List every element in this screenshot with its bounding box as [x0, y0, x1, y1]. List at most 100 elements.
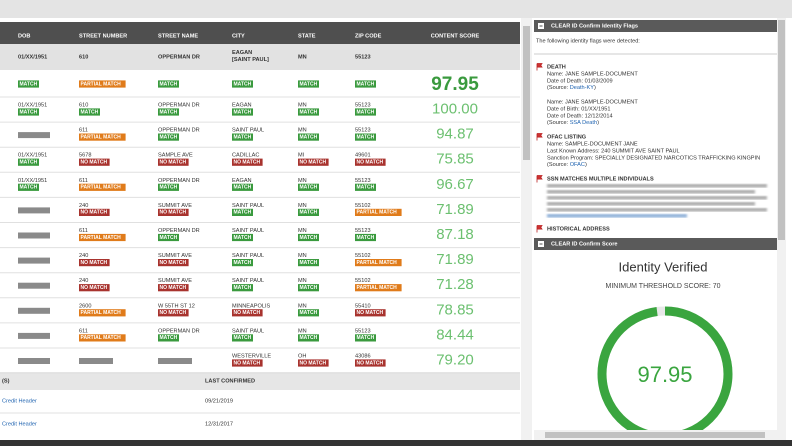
input-value: 610: [79, 54, 88, 60]
badge: [79, 108, 100, 116]
panel-title: CLEAR ID Confirm Identity Flags: [551, 23, 638, 29]
blurred-text: [547, 202, 755, 206]
content-score: 71.28: [436, 276, 474, 293]
scroll-thumb[interactable]: [545, 432, 765, 438]
badge-label: NO MATCH: [357, 160, 384, 166]
badge-label: MATCH: [300, 310, 318, 316]
scroll-thumb[interactable]: [778, 20, 785, 240]
gauge-arc: [597, 306, 733, 430]
badge-label: PARTIAL MATCH: [81, 134, 122, 140]
flag-title: OFAC LISTING: [547, 134, 586, 140]
cell-value: 55123: [355, 228, 371, 234]
content-score: 87.18: [436, 226, 474, 243]
cell-value: SAINT PAUL: [232, 128, 264, 134]
flag-detail: Name: SAMPLE-DOCUMENT JANE: [547, 141, 638, 147]
badge: [158, 80, 179, 88]
redacted: [18, 332, 50, 339]
badge-label: PARTIAL MATCH: [357, 260, 398, 266]
sources-header: LAST CONFIRMED: [205, 378, 255, 384]
scroll-thumb[interactable]: [523, 26, 530, 160]
cell-value: 55102: [355, 253, 371, 259]
cell-value: 55123: [355, 328, 371, 334]
badge: [158, 284, 189, 292]
badge-label: MATCH: [300, 235, 318, 241]
badge: [355, 158, 386, 166]
badge: [355, 80, 376, 88]
badge: [79, 334, 126, 342]
badge: [298, 233, 319, 242]
badge: [79, 233, 126, 242]
column-header: STATE: [298, 33, 316, 39]
badge: [158, 108, 179, 116]
cell-value: MN: [298, 203, 307, 209]
source-part: SSA Death: [570, 120, 597, 126]
input-value: 01/XX/1951: [18, 54, 47, 60]
cell-value: 611: [79, 128, 88, 134]
badge: [298, 208, 319, 216]
source-part: OFAC: [570, 162, 585, 168]
badge: [232, 208, 253, 216]
badge: [18, 108, 39, 116]
source-date: 09/21/2019: [205, 398, 233, 404]
cell-value: 55102: [355, 203, 371, 209]
badge-label: MATCH: [234, 335, 252, 341]
cell-value: OPPERMAN DR: [158, 178, 200, 184]
blurred-text: [547, 214, 687, 218]
badge-label: PARTIAL MATCH: [81, 81, 122, 87]
badge: [18, 183, 39, 191]
badge: [232, 158, 263, 166]
badge: [79, 158, 110, 166]
badge: [355, 208, 402, 216]
flag-source: (Source: OFAC): [547, 162, 587, 168]
content-score: 71.89: [436, 251, 474, 268]
cell-value: 611: [79, 228, 88, 234]
cell-value: SAINT PAUL: [232, 253, 264, 259]
badge: [232, 359, 263, 367]
scrollbar[interactable]: [521, 18, 532, 440]
content-score: 84.44: [436, 326, 474, 343]
badge: [298, 133, 319, 141]
cell-value: MN: [298, 253, 307, 259]
panel-title: CLEAR ID Confirm Score: [551, 241, 618, 247]
badge: [355, 133, 376, 141]
redacted: [18, 282, 50, 289]
badge-label: NO MATCH: [300, 360, 327, 366]
badge: [158, 259, 189, 267]
cell-value: 55102: [355, 278, 371, 284]
badge-label: MATCH: [234, 260, 252, 266]
content-score: 78.85: [436, 301, 474, 318]
badge-label: NO MATCH: [160, 260, 187, 266]
badge-label: MATCH: [300, 81, 318, 87]
column-header: STREET NUMBER: [79, 33, 127, 39]
cell-value: SAMPLE AVE: [158, 153, 193, 159]
badge-label: NO MATCH: [81, 210, 108, 216]
redacted: [18, 358, 50, 364]
cell-value: 01/XX/1951: [18, 178, 47, 184]
cell-value: 240: [79, 253, 88, 259]
cell-value: SUMMIT AVE: [158, 278, 192, 284]
badge-label: MATCH: [160, 134, 178, 140]
cell-value: MN: [298, 178, 307, 184]
badge: [232, 183, 253, 191]
badge: [232, 309, 263, 317]
cell-value: MN: [298, 102, 307, 108]
cell-value: MINNEAPOLIS: [232, 303, 271, 309]
badge-label: NO MATCH: [234, 160, 261, 166]
blurred-text: [547, 196, 767, 200]
sources-header: [0, 372, 520, 390]
blurred-text: [547, 184, 767, 188]
cell-value: OPPERMAN DR: [158, 102, 200, 108]
flag-icon: [536, 175, 543, 183]
redacted: [79, 358, 113, 364]
badge-label: NO MATCH: [357, 310, 384, 316]
badge: [232, 133, 253, 141]
badge-label: MATCH: [300, 285, 318, 291]
redacted: [18, 232, 50, 239]
flag-detail: Last Known Address: 240 SUMMIT AVE SAINT…: [547, 148, 680, 154]
source-part: Death-KY: [570, 85, 595, 91]
redacted: [18, 132, 50, 139]
badge: [158, 158, 189, 166]
badge-label: MATCH: [20, 81, 38, 87]
badge: [355, 233, 376, 242]
cell-value: 55123: [355, 178, 371, 184]
